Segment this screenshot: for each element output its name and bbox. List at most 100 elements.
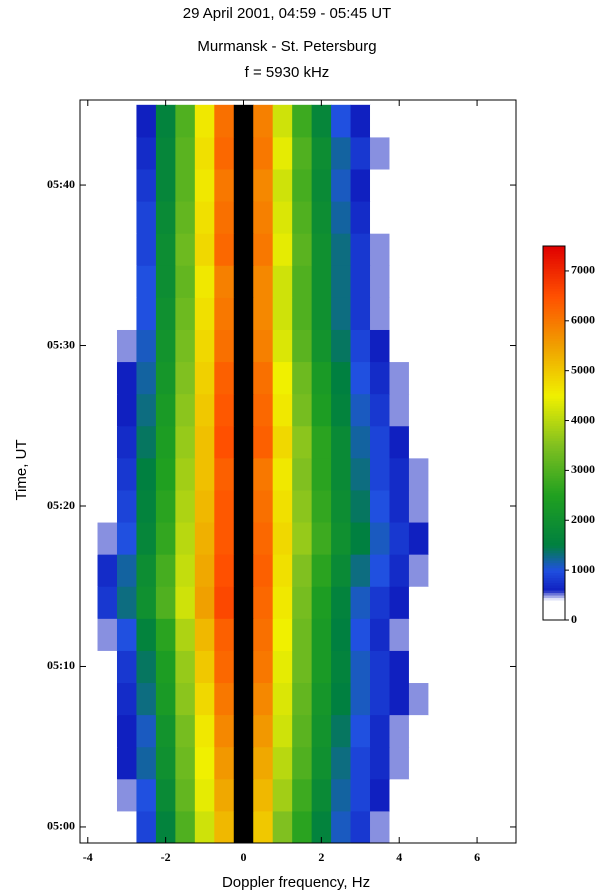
heatmap-cell: [175, 746, 196, 780]
colorbar-segment: [543, 433, 565, 436]
heatmap-cell: [155, 169, 176, 202]
heatmap-cell: [194, 136, 215, 170]
heatmap-cell: [175, 457, 196, 491]
heatmap-cell: [136, 554, 157, 587]
colorbar-segment: [543, 537, 565, 541]
heatmap-cell: [136, 586, 157, 619]
heatmap-cell: [447, 136, 468, 170]
heatmap-cell: [428, 522, 449, 555]
heatmap-cell: [194, 778, 215, 812]
colorbar-segment: [543, 353, 565, 357]
colorbar-segment: [543, 345, 565, 349]
heatmap-cell: [97, 297, 118, 330]
heatmap-cell: [389, 361, 410, 395]
y-tick-label: 05:40: [47, 177, 75, 191]
heatmap-cell: [155, 265, 176, 298]
heatmap-cell: [428, 361, 449, 395]
heatmap-cell: [136, 650, 157, 684]
heatmap-cell: [233, 618, 254, 651]
heatmap-cell: [467, 457, 488, 491]
heatmap-cell: [97, 393, 118, 427]
colorbar-segment: [543, 475, 565, 479]
heatmap-cell: [214, 554, 235, 587]
colorbar-segment: [543, 290, 565, 294]
heatmap-cell: [311, 329, 332, 363]
heatmap-cell: [506, 714, 516, 748]
heatmap-cell: [116, 136, 137, 170]
colorbar-segment: [543, 562, 565, 566]
heatmap-cell: [486, 329, 507, 363]
heatmap-cell: [136, 489, 157, 523]
heatmap-cell: [253, 457, 274, 491]
heatmap-cell: [116, 425, 137, 459]
colorbar-segment: [543, 510, 565, 514]
colorbar-segment: [543, 323, 565, 327]
heatmap-cell: [428, 457, 449, 491]
heatmap-cell: [292, 746, 313, 780]
heatmap-cell: [116, 682, 137, 716]
heatmap-cell: [292, 233, 313, 266]
colorbar-segment: [543, 477, 565, 481]
heatmap-cell: [447, 329, 468, 363]
heatmap-cell: [80, 104, 99, 138]
heatmap-cell: [194, 682, 215, 716]
heatmap-cell: [408, 810, 429, 843]
heatmap-cell: [272, 489, 293, 523]
heatmap-cell: [447, 554, 468, 587]
colorbar-segment: [543, 602, 565, 606]
heatmap-cell: [370, 425, 390, 459]
colorbar-segment: [543, 315, 565, 319]
heatmap-cell: [370, 682, 390, 716]
heatmap-cell: [447, 233, 468, 266]
heatmap-cell: [116, 522, 137, 555]
heatmap-cell: [97, 265, 118, 298]
heatmap-cell: [175, 297, 196, 330]
colorbar-segment: [543, 442, 565, 446]
heatmap-cell: [175, 522, 196, 555]
heatmap-cell: [350, 746, 371, 780]
heatmap-cell: [194, 457, 215, 491]
heatmap-cell: [389, 393, 410, 427]
colorbar-segment: [543, 455, 565, 459]
heatmap-cell: [194, 650, 215, 684]
heatmap-cell: [272, 457, 293, 491]
heatmap-cell: [80, 618, 99, 651]
heatmap-cell: [331, 586, 352, 619]
heatmap-cell: [80, 650, 99, 684]
colorbar-segment: [543, 283, 565, 287]
colorbar-segment: [543, 592, 565, 596]
heatmap-cell: [253, 297, 274, 330]
heatmap-cell: [136, 329, 157, 363]
heatmap-cell: [506, 104, 516, 138]
heatmap-cell: [155, 586, 176, 619]
heatmap-cell: [175, 361, 196, 395]
colorbar-segment: [543, 610, 565, 614]
heatmap-cell: [194, 714, 215, 748]
heatmap-cell: [467, 746, 488, 780]
heatmap-cell: [272, 586, 293, 619]
colorbar-segment: [543, 410, 565, 414]
colorbar-segment: [543, 365, 565, 369]
heatmap-cell: [486, 586, 507, 619]
plot-frame: [79, 99, 517, 844]
heatmap-cell: [331, 233, 352, 266]
heatmap-cell: [370, 714, 390, 748]
colorbar-segment: [543, 585, 565, 589]
heatmap-cell: [272, 297, 293, 330]
heatmap-cell: [370, 233, 390, 266]
colorbar-segment: [543, 343, 565, 347]
heatmap-cell: [80, 265, 99, 298]
heatmap-cell: [486, 136, 507, 170]
colorbar-segment: [543, 595, 565, 599]
heatmap-cell: [467, 586, 488, 619]
heatmap-cell: [408, 329, 429, 363]
colorbar-segment: [543, 485, 565, 489]
heatmap-cell: [214, 361, 235, 395]
heatmap-cell: [292, 329, 313, 363]
heatmap-cell: [116, 201, 137, 234]
heatmap-cell: [428, 682, 449, 716]
heatmap-cell: [155, 522, 176, 555]
y-tick-label: 05:20: [47, 498, 75, 512]
heatmap-cell: [447, 618, 468, 651]
heatmap-cell: [175, 104, 196, 138]
